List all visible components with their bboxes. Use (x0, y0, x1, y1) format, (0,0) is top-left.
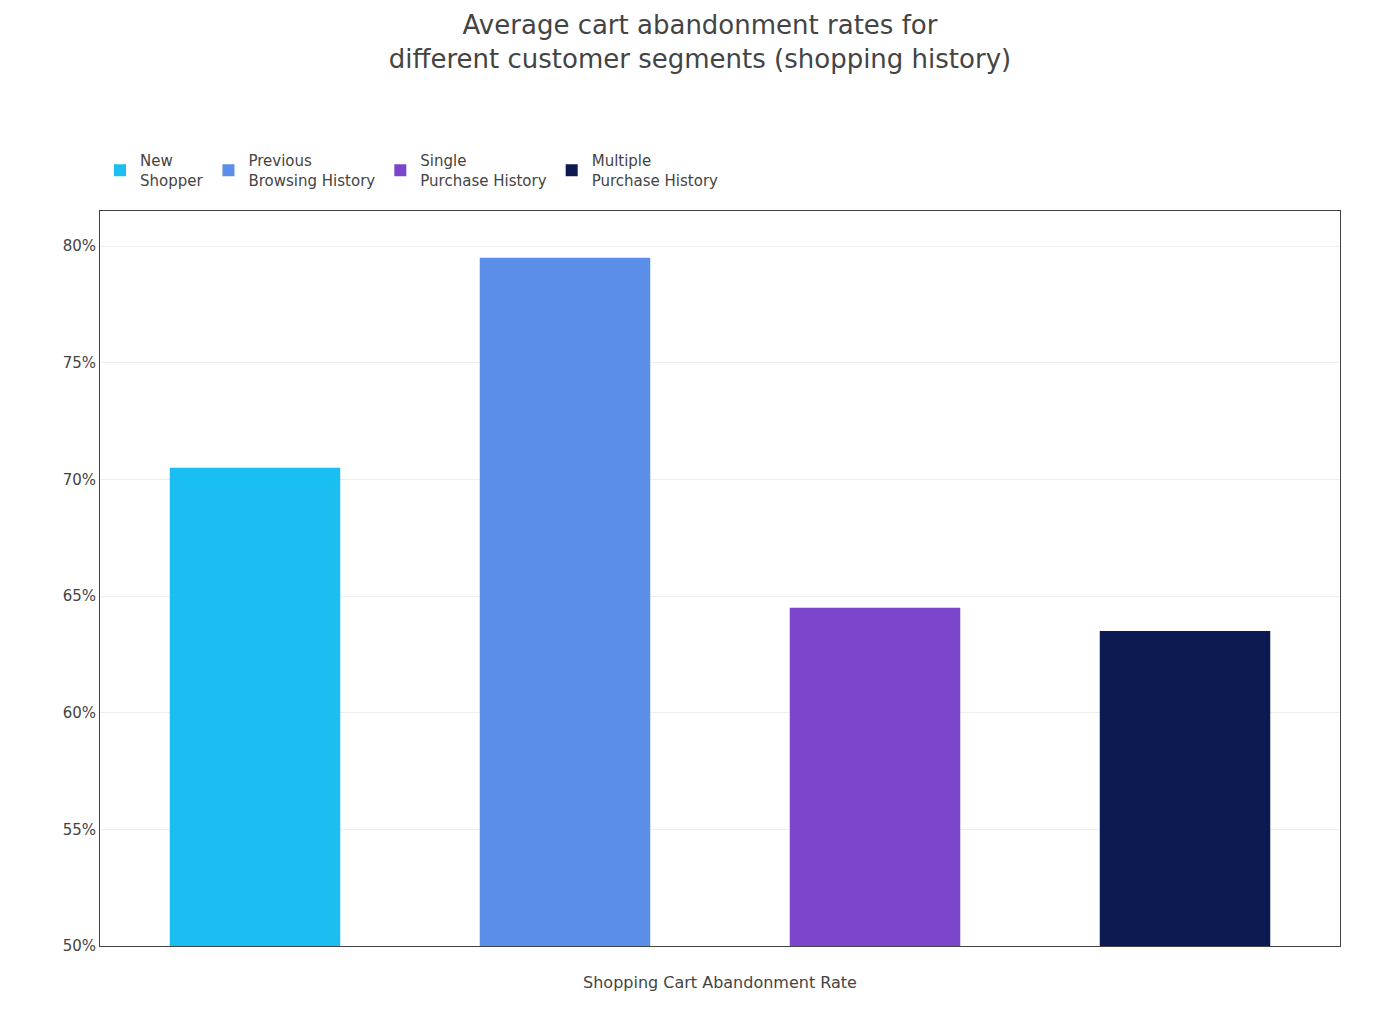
svg-text:NewShopper: NewShopper (140, 152, 203, 189)
svg-text:Shopping Cart Abandonment Rate: Shopping Cart Abandonment Rate (583, 973, 857, 992)
svg-text:PreviousBrowsing History: PreviousBrowsing History (248, 152, 375, 189)
svg-text:60%: 60% (63, 704, 96, 722)
svg-text:55%: 55% (63, 821, 96, 839)
svg-text:75%: 75% (63, 354, 96, 372)
svg-text:70%: 70% (63, 471, 96, 489)
svg-text:SinglePurchase History: SinglePurchase History (420, 152, 546, 189)
svg-text:MultiplePurchase History: MultiplePurchase History (592, 152, 718, 189)
svg-text:50%: 50% (63, 937, 96, 955)
svg-text:Average cart abandonment rates: Average cart abandonment rates fordiffer… (389, 10, 1011, 74)
svg-text:80%: 80% (63, 237, 96, 255)
svg-text:65%: 65% (63, 587, 96, 605)
